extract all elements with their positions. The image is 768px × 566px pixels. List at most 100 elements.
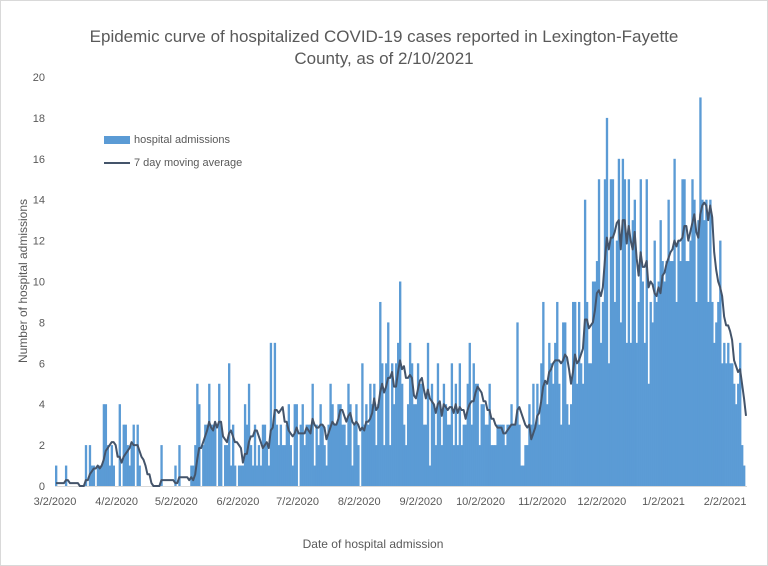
bar-admission-day <box>625 342 629 486</box>
legend-swatch-bar <box>104 136 130 144</box>
bar-admission-day <box>540 363 543 486</box>
x-tick-label: 8/2/2020 <box>338 496 381 508</box>
bar-admission-day <box>603 179 607 486</box>
bar-admission-day <box>653 240 656 486</box>
bar-admission-day <box>687 261 690 486</box>
bar-admission-day <box>397 342 400 486</box>
bar-admission-day <box>575 383 579 486</box>
bar-admission-day <box>257 445 261 486</box>
bar-admission-day <box>261 424 265 486</box>
bar-admission-day <box>355 404 358 486</box>
bar-admission-day <box>542 301 545 486</box>
bar-admission-day <box>418 383 422 486</box>
bar-admission-day <box>476 383 479 486</box>
bar-admission-day <box>719 240 722 486</box>
bar-admission-day <box>524 445 527 486</box>
y-tick-label: 8 <box>39 317 45 329</box>
bar-admission-day <box>92 465 96 486</box>
bar-admission-day <box>697 220 700 486</box>
bar-admission-day <box>693 199 696 486</box>
y-tick-label: 16 <box>33 154 45 166</box>
bar-admission-day <box>667 199 670 486</box>
bar-admission-day <box>494 445 497 486</box>
bar-admission-day <box>707 301 710 486</box>
bar-admission-day <box>361 363 364 486</box>
bar-admission-day <box>665 261 668 486</box>
bar-admission-day <box>434 445 438 486</box>
bar-admission-day <box>685 261 688 486</box>
bar-admission-day <box>369 383 372 486</box>
bar-admission-day <box>450 363 454 486</box>
legend-item-moving-average: 7 day moving average <box>104 157 242 169</box>
bar-admission-day <box>128 465 131 486</box>
x-axis-title: Date of hospital admission <box>302 537 444 551</box>
bar-admission-day <box>432 404 436 486</box>
bar-admission-day <box>422 424 426 486</box>
bar-admission-day <box>416 363 420 486</box>
bar-admission-day <box>305 424 308 486</box>
bar-admission-day <box>741 445 744 486</box>
bar-admission-day <box>331 404 334 486</box>
bar-admission-day <box>737 383 740 486</box>
bar-admission-day <box>589 363 593 486</box>
bar-admission-day <box>323 445 326 486</box>
bar-admission-day <box>617 158 621 487</box>
bar-admission-day <box>488 383 491 486</box>
bar-admission-day <box>377 404 380 486</box>
bar-admission-day <box>526 445 529 486</box>
bar-admission-day <box>106 445 110 486</box>
bar-admission-day <box>391 363 394 486</box>
bar-admission-day <box>490 445 493 486</box>
bar-admission-day <box>218 383 221 486</box>
bar-admission-day <box>623 179 627 486</box>
bar-admission-day <box>448 424 452 486</box>
bar-admission-day <box>255 465 259 486</box>
bar-admission-day <box>560 424 563 486</box>
bar-admission-day <box>239 465 243 486</box>
bar-admission-day <box>566 404 569 486</box>
bar-admission-day <box>577 301 581 486</box>
y-axis-title: Number of hospital admissions <box>16 198 30 364</box>
bar-admission-day <box>593 281 597 486</box>
bar-admission-day <box>498 424 501 486</box>
bar-admission-day <box>233 465 237 486</box>
bar-admission-day <box>428 465 432 486</box>
bar-admission-day <box>729 363 732 486</box>
bar-admission-day <box>351 465 354 486</box>
bar-admission-day <box>84 445 88 486</box>
bar-admission-day <box>480 404 483 486</box>
bar-admission-day <box>212 424 215 486</box>
bar-admission-day <box>482 404 485 486</box>
bar-admission-day <box>404 445 408 486</box>
bar-admission-day <box>126 445 129 486</box>
bar-admission-day <box>607 363 611 486</box>
bar-admission-day <box>615 240 619 486</box>
bar-admission-day <box>641 281 644 486</box>
bar-admission-day <box>311 383 314 486</box>
bar-admission-day <box>516 322 519 486</box>
bar-admission-day <box>118 404 121 486</box>
bar-admission-day <box>375 445 378 486</box>
bar-admission-day <box>243 404 247 486</box>
bar-admission-day <box>605 117 609 487</box>
bar-admission-day <box>303 445 306 486</box>
bar-admission-day <box>321 424 324 486</box>
bar-admission-day <box>402 424 406 486</box>
bar-admission-day <box>269 342 273 486</box>
bar-admission-day <box>534 424 537 486</box>
bar-admission-day <box>289 445 292 486</box>
bar-admission-day <box>387 322 390 486</box>
bar-admission-day <box>506 424 509 486</box>
bar-admission-day <box>709 199 712 486</box>
bar-admission-day <box>637 301 640 486</box>
bar-admission-day <box>631 220 635 486</box>
bar-admission-day <box>454 383 458 486</box>
bar-admission-day <box>713 342 716 486</box>
bar-admission-day <box>309 424 312 486</box>
bar-admission-day <box>711 301 714 486</box>
x-tick-label: 11/2/2020 <box>518 496 566 508</box>
bar-admission-day <box>444 404 448 486</box>
line-layer <box>55 201 748 487</box>
bar-admission-day <box>104 404 108 486</box>
